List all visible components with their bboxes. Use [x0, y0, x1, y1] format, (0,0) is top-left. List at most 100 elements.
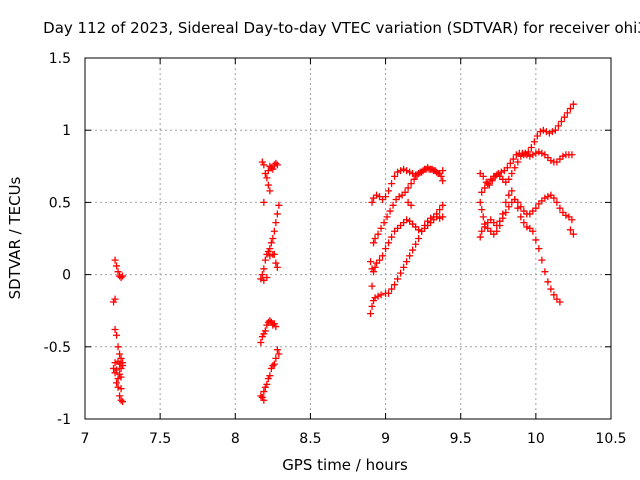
data-point	[114, 375, 122, 383]
data-point	[270, 360, 278, 368]
data-point	[388, 180, 396, 188]
data-point	[511, 164, 519, 172]
data-point	[113, 366, 121, 374]
data-point	[391, 172, 399, 180]
data-point	[376, 256, 384, 264]
data-point	[523, 151, 531, 159]
data-point	[536, 128, 544, 136]
data-point	[263, 174, 271, 182]
data-point	[117, 273, 125, 281]
data-point	[260, 388, 268, 396]
data-point	[560, 113, 568, 121]
data-point	[374, 292, 382, 300]
data-point	[556, 204, 564, 212]
data-point	[566, 226, 574, 234]
data-point	[258, 271, 266, 279]
data-point	[383, 213, 391, 221]
y-tick-label: -0.5	[44, 340, 71, 356]
data-point	[541, 194, 549, 202]
data-point	[550, 194, 558, 202]
data-point	[273, 263, 281, 271]
data-point	[436, 214, 444, 222]
data-point	[493, 171, 501, 179]
data-point	[117, 373, 125, 381]
data-point	[509, 155, 517, 163]
data-point	[520, 219, 528, 227]
data-point	[403, 216, 411, 224]
data-point	[545, 129, 553, 137]
data-point	[430, 167, 438, 175]
data-point	[367, 310, 375, 318]
data-point	[493, 222, 501, 230]
data-point	[530, 138, 538, 146]
data-point	[401, 188, 409, 196]
data-point	[385, 187, 393, 195]
data-point	[270, 227, 278, 235]
y-tick-label: -1	[57, 412, 71, 428]
data-point	[517, 213, 525, 221]
data-point	[266, 317, 274, 325]
data-point	[424, 164, 432, 172]
data-point	[117, 385, 125, 393]
data-point	[404, 184, 412, 192]
data-point	[496, 217, 504, 225]
data-point	[544, 278, 552, 286]
data-point	[514, 158, 522, 166]
x-tick-label: 10.5	[595, 431, 626, 447]
data-point	[275, 350, 283, 358]
data-point	[269, 321, 277, 329]
data-point	[119, 272, 127, 280]
data-point	[502, 209, 510, 217]
data-point	[553, 198, 561, 206]
data-point	[119, 362, 127, 370]
data-point	[406, 252, 414, 260]
data-point	[400, 263, 408, 271]
data-point	[529, 151, 537, 159]
data-point	[427, 165, 435, 173]
x-tick-label: 9	[381, 431, 390, 447]
data-point	[386, 207, 394, 215]
data-point	[272, 219, 280, 227]
data-point	[403, 167, 411, 175]
data-point	[569, 100, 577, 108]
data-point	[275, 201, 283, 209]
data-point	[478, 188, 486, 196]
data-point	[505, 191, 513, 199]
data-point	[412, 240, 420, 248]
y-tick-label: 0	[62, 268, 71, 284]
data-point	[430, 216, 438, 224]
data-point	[388, 285, 396, 293]
y-tick-label: 0.5	[49, 195, 71, 211]
data-point	[476, 233, 484, 241]
data-point	[371, 294, 379, 302]
data-point	[412, 171, 420, 179]
data-point	[490, 172, 498, 180]
data-point	[526, 152, 534, 160]
data-point	[395, 193, 403, 201]
data-point	[269, 165, 277, 173]
data-point	[407, 180, 415, 188]
data-point	[517, 203, 525, 211]
data-point	[266, 252, 274, 260]
data-point	[569, 230, 577, 238]
data-point	[388, 233, 396, 241]
data-point	[484, 180, 492, 188]
data-point	[479, 213, 487, 221]
data-point	[111, 256, 119, 264]
data-point	[113, 262, 121, 270]
data-point	[563, 109, 571, 117]
data-point	[114, 268, 122, 276]
data-point	[260, 265, 268, 273]
data-point	[547, 157, 555, 165]
data-point	[111, 325, 119, 333]
data-point	[110, 364, 118, 372]
data-point	[409, 246, 417, 254]
data-point	[273, 210, 281, 218]
data-point	[261, 256, 269, 264]
data-point	[497, 168, 505, 176]
data-point	[436, 206, 444, 214]
data-point	[371, 263, 379, 271]
data-point	[439, 167, 447, 175]
data-point	[550, 291, 558, 299]
